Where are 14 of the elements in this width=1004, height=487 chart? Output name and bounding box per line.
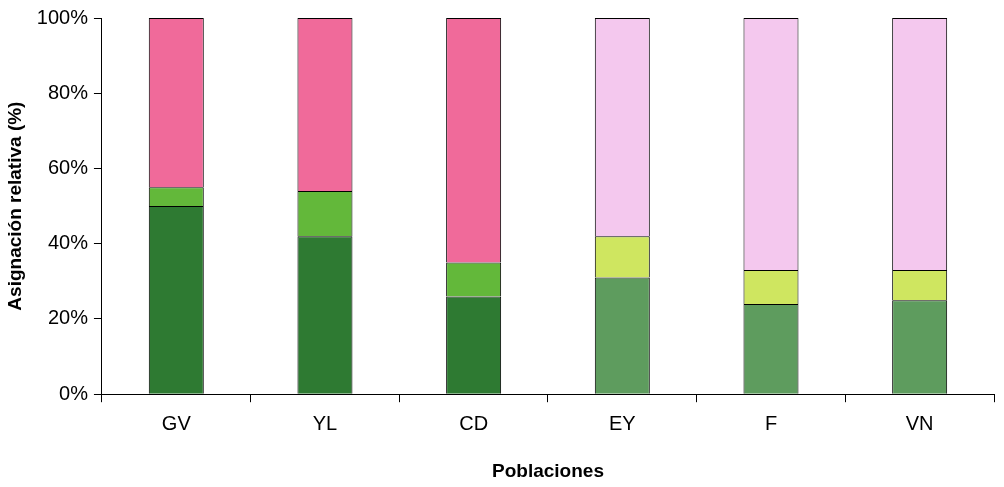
x-tick-label: EY: [608, 411, 636, 434]
y-axis-title: Asignación relativa (%): [3, 101, 25, 311]
x-axis-title: Poblaciones: [492, 459, 604, 481]
y-tick-label: 100%: [36, 5, 89, 28]
y-tick-label: 80%: [47, 80, 89, 103]
x-tick-label: CD: [459, 411, 489, 434]
x-tick-label: F: [764, 411, 778, 434]
y-tick-label: 20%: [47, 306, 89, 329]
x-tick-label: GV: [161, 411, 192, 434]
y-tick-label: 40%: [47, 231, 89, 254]
y-tick-label: 0%: [59, 381, 89, 404]
x-tick-label: YL: [312, 411, 338, 434]
y-tick-label: 60%: [47, 156, 89, 178]
x-tick-label: VN: [905, 411, 934, 434]
